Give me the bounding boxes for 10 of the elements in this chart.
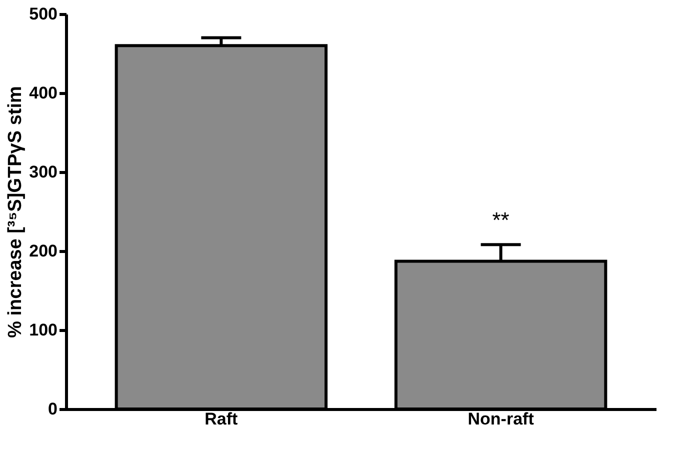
y-tick-label: 0 bbox=[48, 400, 58, 418]
y-tick-label: 500 bbox=[29, 4, 58, 24]
y-tick-label: 200 bbox=[29, 242, 58, 260]
y-axis-title: % increase [³⁵S]GTPγS stim bbox=[5, 86, 26, 338]
x-tick-label: Raft bbox=[204, 410, 238, 428]
y-tick-label: 300 bbox=[29, 162, 58, 182]
annotation: ** bbox=[492, 208, 510, 233]
y-tick-label: 400 bbox=[29, 84, 58, 102]
x-tick-label: Non-raft bbox=[468, 410, 534, 428]
y-tick-label: 100 bbox=[29, 320, 58, 340]
